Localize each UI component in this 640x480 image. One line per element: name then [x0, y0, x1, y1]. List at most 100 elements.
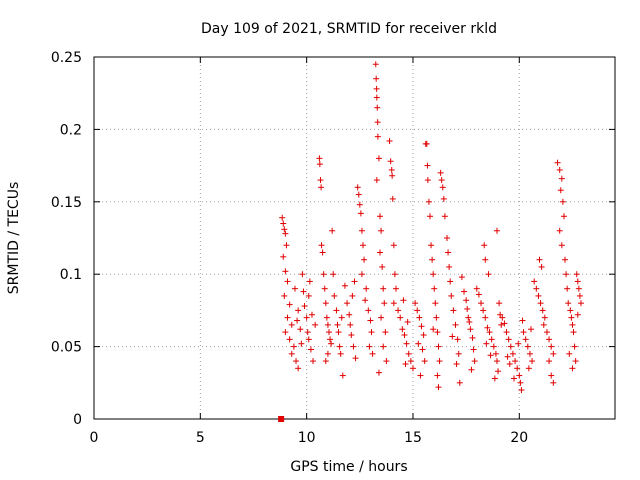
y-tick-label: 0.2 [60, 122, 82, 138]
data-point [461, 288, 468, 295]
data-point [414, 307, 421, 314]
data-point [498, 321, 505, 328]
data-point [278, 416, 285, 422]
data-point [333, 307, 340, 314]
data-point [449, 333, 456, 340]
y-tick-label: 0.05 [51, 340, 82, 356]
data-point [360, 242, 367, 249]
data-point [291, 285, 298, 292]
data-point [536, 256, 543, 263]
data-point [546, 358, 553, 365]
data-point [484, 324, 491, 331]
data-point [533, 285, 540, 292]
data-point [550, 350, 557, 357]
x-tick-label: 20 [510, 430, 528, 446]
y-axis-label: SRMTID / TECUs [6, 182, 22, 295]
data-point [419, 346, 426, 353]
data-point [492, 350, 499, 357]
data-point [346, 311, 353, 318]
data-point [539, 307, 546, 314]
y-tick-label: 0.1 [60, 267, 82, 283]
data-point [482, 256, 489, 263]
data-point [432, 300, 439, 307]
data-point [378, 227, 385, 234]
data-point [493, 227, 500, 234]
data-point [331, 292, 338, 299]
data-point [569, 321, 576, 328]
data-point [434, 372, 441, 379]
data-point [281, 292, 288, 299]
data-point [286, 301, 293, 308]
data-point [495, 368, 502, 375]
data-point [389, 195, 396, 202]
grid-lines [94, 57, 615, 419]
data-point [430, 271, 437, 278]
data-point [373, 177, 380, 184]
axis-ticks [93, 56, 615, 420]
data-point [568, 314, 575, 321]
data-point [531, 278, 538, 285]
data-point [430, 326, 437, 333]
data-point [504, 353, 511, 360]
data-point [433, 314, 440, 321]
data-point [471, 358, 478, 365]
data-point [305, 336, 312, 343]
data-point [537, 300, 544, 307]
data-point [400, 297, 407, 304]
data-point [491, 375, 498, 382]
data-point [395, 307, 402, 314]
data-point [373, 85, 380, 92]
data-point [559, 198, 566, 205]
data-point [517, 379, 524, 386]
data-point [490, 343, 497, 350]
data-point [318, 242, 325, 249]
data-point [520, 329, 527, 336]
data-point [403, 340, 410, 347]
data-point [293, 358, 300, 365]
data-point [501, 320, 508, 327]
data-point [557, 187, 564, 194]
data-point [572, 358, 579, 365]
data-point [483, 340, 490, 347]
data-point [304, 329, 311, 336]
data-point [325, 329, 332, 336]
data-point [418, 323, 425, 330]
data-point [437, 169, 444, 176]
data-point [548, 372, 555, 379]
data-point [282, 268, 289, 275]
data-point [529, 358, 536, 365]
data-point [431, 285, 438, 292]
data-point [417, 372, 424, 379]
data-point [496, 300, 503, 307]
data-point [481, 242, 488, 249]
data-point [548, 343, 555, 350]
data-point [352, 355, 359, 362]
data-point [470, 346, 477, 353]
data-point [563, 271, 570, 278]
data-point [299, 271, 306, 278]
data-point [510, 375, 517, 382]
data-point [344, 300, 351, 307]
data-point [445, 249, 452, 256]
data-point [556, 227, 563, 234]
data-point [486, 329, 493, 336]
data-point [329, 227, 336, 234]
data-point [424, 162, 431, 169]
x-tick-label: 10 [298, 430, 316, 446]
data-point [556, 166, 563, 173]
data-point [281, 226, 288, 233]
data-point [402, 360, 409, 367]
data-point [374, 119, 381, 126]
data-point [305, 292, 312, 299]
data-point [416, 314, 423, 321]
data-point [499, 314, 506, 321]
data-point [319, 249, 326, 256]
data-point [375, 155, 382, 162]
data-point [328, 340, 335, 347]
data-point [429, 256, 436, 263]
data-point [562, 256, 569, 263]
data-point [288, 350, 295, 357]
data-point [558, 175, 565, 182]
data-point [358, 271, 365, 278]
data-point [546, 336, 553, 343]
